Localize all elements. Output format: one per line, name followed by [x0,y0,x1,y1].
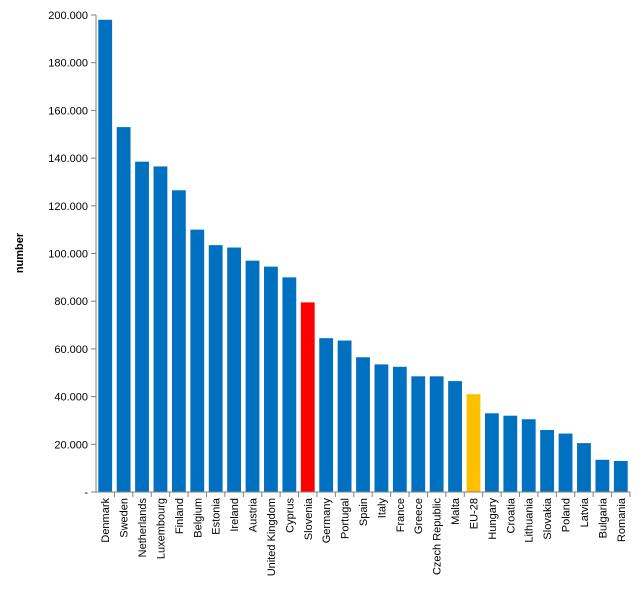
y-tick-label: 20.000 [54,439,88,451]
bar-finland [171,190,186,493]
x-tick-label: Greece [413,498,425,534]
x-tick-label: Sweden [119,498,131,538]
x-tick-label: EU-28 [468,498,480,529]
bar-denmark [98,19,113,493]
x-tick-label: Slovakia [542,497,554,539]
y-tick-label: - [84,487,88,499]
bar-luxembourg [153,166,168,492]
x-tick-label: Belgium [192,498,204,538]
x-tick-label: France [395,498,407,532]
x-tick-label: Estonia [211,497,223,535]
x-tick-label: Italy [376,498,388,519]
x-tick-label: Bulgaria [597,497,609,538]
x-axis: Denmark Sweden Netherlands Luxembourg Finlan… [96,491,631,576]
y-tick-label: 60.000 [54,344,88,356]
x-tick-label: Austria [248,497,260,532]
bars [98,19,628,493]
bar-united-kingdom [264,266,278,492]
x-tick-label: Cyprus [284,498,296,533]
y-axis: - 20.000 40.000 60.000 80.000 100.000 120.000 1… [48,10,97,499]
bar-austria [245,260,260,492]
x-tick-label: Hungary [487,498,499,540]
bar-slovakia [540,429,555,492]
bar-poland [558,433,573,492]
x-tick-label: Germany [321,498,333,544]
y-tick-label: 160.000 [48,105,88,117]
y-tick-label: 200.000 [48,10,88,22]
y-axis-title: number [14,232,26,273]
bar-slovenia [300,302,315,492]
x-tick-label: Finland [174,498,186,534]
bar-hungary [484,413,499,492]
bar-cyprus [282,277,297,492]
x-tick-label: Croatia [505,497,517,533]
bar-czech-republic [429,376,444,492]
bar-spain [356,357,370,492]
x-tick-label: Poland [561,498,573,532]
bar-germany [319,338,334,492]
x-tick-label: Slovenia [303,497,315,540]
x-tick-label: Lithuania [524,497,536,543]
bar-bulgaria [595,459,610,492]
bar-france [392,366,407,492]
y-tick-label: 100.000 [48,249,88,261]
bar-romania [613,460,628,492]
x-tick-label: Latvia [579,497,591,527]
x-tick-label: Denmark [100,498,112,543]
y-tick-label: 180.000 [48,58,88,70]
bar-eu-28 [466,394,481,492]
x-tick-label: Romania [616,497,628,542]
x-tick-label: Czech Republic [432,498,444,576]
bar-lithuania [521,419,536,492]
x-tick-label: Luxembourg [155,498,167,559]
bar-belgium [190,229,205,492]
y-tick-label: 140.000 [48,153,88,165]
bar-ireland [227,247,242,492]
bar-italy [374,364,389,492]
x-tick-label: Spain [358,498,370,526]
x-tick-label: Netherlands [137,498,149,558]
bar-estonia [208,245,223,492]
y-tick-label: 40.000 [54,392,88,404]
bar-portugal [337,340,352,492]
x-tick-label: Ireland [229,498,241,532]
y-tick-label: 80.000 [54,296,88,308]
x-tick-label: Portugal [340,498,352,539]
bar-netherlands [135,161,149,493]
x-tick-label: Malta [450,497,462,525]
bar-sweden [116,127,131,492]
bar-greece [411,376,426,492]
y-tick-label: 120.000 [48,201,88,213]
bar-latvia [577,443,591,492]
x-tick-label: United Kingdom [266,498,278,576]
bar-malta [448,381,462,492]
bar-croatia [503,415,518,492]
